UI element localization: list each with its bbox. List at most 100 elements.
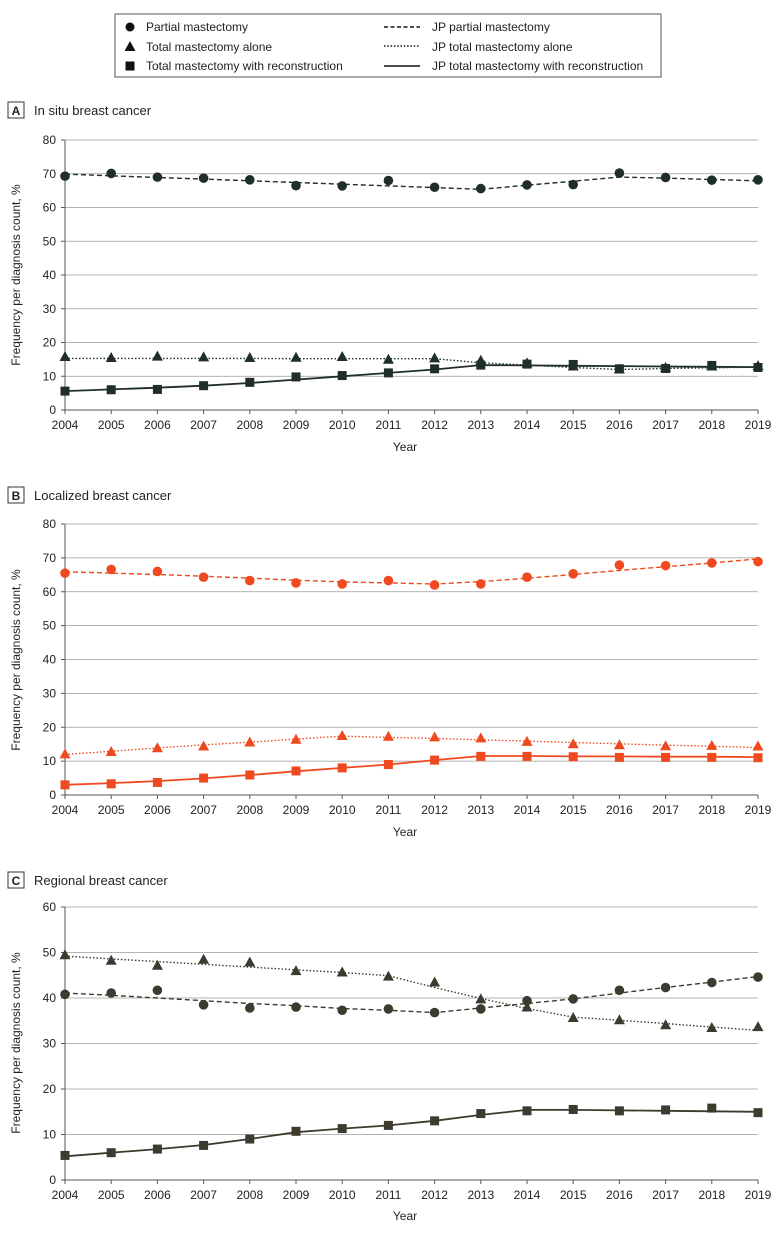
x-axis-label: Year bbox=[393, 1209, 417, 1223]
data-point-square bbox=[291, 766, 301, 776]
x-tick-label: 2014 bbox=[514, 1188, 541, 1202]
data-point-circle bbox=[106, 988, 116, 998]
data-point-circle bbox=[660, 172, 671, 183]
x-tick-label: 2017 bbox=[652, 418, 679, 432]
x-tick-label: 2018 bbox=[698, 803, 725, 817]
data-point-circle bbox=[291, 1002, 301, 1012]
data-point-square bbox=[291, 1126, 301, 1136]
x-tick-label: 2015 bbox=[560, 418, 587, 432]
x-tick-label: 2004 bbox=[52, 1188, 79, 1202]
data-point-triangle bbox=[382, 970, 394, 981]
data-point-square bbox=[753, 753, 763, 763]
data-point-triangle bbox=[151, 350, 163, 361]
data-point-square bbox=[106, 1148, 116, 1158]
data-point-circle bbox=[198, 1000, 209, 1010]
jp-trend-line-circle bbox=[64, 975, 759, 1014]
data-point-circle bbox=[60, 171, 70, 181]
jp-trend-line-triangle bbox=[64, 955, 759, 1031]
y-tick-label: 80 bbox=[43, 517, 57, 531]
data-point-square bbox=[568, 359, 578, 369]
x-tick-label: 2008 bbox=[236, 418, 263, 432]
data-point-triangle bbox=[567, 1012, 579, 1023]
y-tick-label: 60 bbox=[43, 900, 57, 914]
panel-letter: C bbox=[12, 874, 21, 888]
jp-trend-line-triangle bbox=[65, 357, 759, 371]
data-point-square bbox=[60, 386, 70, 396]
legend-label: Total mastectomy with reconstruction bbox=[146, 59, 343, 73]
x-tick-label: 2012 bbox=[421, 803, 448, 817]
data-point-triangle bbox=[105, 352, 117, 363]
data-point-circle bbox=[245, 175, 255, 185]
legend-label: JP partial mastectomy bbox=[432, 20, 550, 34]
data-point-triangle bbox=[521, 1001, 533, 1012]
x-tick-label: 2004 bbox=[52, 803, 79, 817]
y-tick-label: 0 bbox=[49, 403, 56, 417]
y-tick-label: 40 bbox=[43, 268, 57, 282]
data-point-circle bbox=[522, 180, 532, 190]
data-point-square bbox=[522, 751, 532, 761]
x-tick-label: 2013 bbox=[467, 803, 494, 817]
x-tick-label: 2005 bbox=[98, 418, 125, 432]
triangle-marker-icon bbox=[124, 41, 136, 51]
data-point-circle bbox=[152, 172, 163, 182]
data-point-triangle bbox=[336, 730, 348, 741]
legend-item-jp-total-mastectomy-alone: JP total mastectomy alone bbox=[384, 40, 573, 54]
data-point-circle bbox=[568, 568, 578, 579]
data-point-triangle bbox=[105, 954, 117, 965]
jp-trend-line-square bbox=[64, 755, 759, 786]
x-tick-label: 2006 bbox=[144, 1188, 171, 1202]
data-point-circle bbox=[707, 175, 717, 185]
data-point-square bbox=[383, 368, 393, 378]
x-tick-label: 2009 bbox=[283, 418, 310, 432]
data-point-square bbox=[199, 773, 209, 783]
data-point-square bbox=[430, 364, 440, 374]
data-point-circle bbox=[152, 566, 163, 577]
data-point-triangle bbox=[475, 732, 487, 743]
data-point-square bbox=[60, 1150, 70, 1160]
panel-a: A In situ breast cancer Frequency per di… bbox=[7, 101, 772, 454]
data-point-circle bbox=[106, 564, 116, 575]
data-point-square bbox=[337, 371, 347, 381]
y-tick-label: 70 bbox=[43, 167, 57, 181]
data-point-square bbox=[245, 1134, 255, 1144]
data-point-triangle bbox=[613, 1014, 625, 1025]
data-point-circle bbox=[429, 580, 440, 590]
legend-item-jp-partial-mastectomy: JP partial mastectomy bbox=[384, 20, 550, 34]
legend-item-total-mastectomy-reconstruction: Total mastectomy with reconstruction bbox=[125, 59, 343, 73]
data-point-square bbox=[753, 362, 763, 372]
x-tick-label: 2018 bbox=[698, 418, 725, 432]
data-point-square bbox=[614, 752, 624, 762]
y-tick-label: 60 bbox=[43, 585, 57, 599]
data-point-square bbox=[568, 752, 578, 762]
y-tick-label: 60 bbox=[43, 201, 57, 215]
data-point-triangle bbox=[475, 993, 487, 1004]
data-point-square bbox=[337, 1124, 347, 1134]
data-point-square bbox=[199, 381, 209, 391]
data-point-triangle bbox=[59, 949, 71, 960]
data-point-square bbox=[568, 1104, 578, 1114]
data-point-square bbox=[152, 384, 162, 394]
data-point-circle bbox=[753, 972, 763, 982]
jp-trend-line-square bbox=[64, 364, 759, 392]
x-tick-label: 2008 bbox=[236, 803, 263, 817]
y-tick-label: 80 bbox=[43, 133, 57, 147]
data-point-circle bbox=[568, 179, 578, 190]
data-point-square bbox=[430, 755, 440, 765]
x-tick-label: 2007 bbox=[190, 418, 217, 432]
data-point-circle bbox=[753, 556, 763, 567]
data-point-square bbox=[707, 1103, 717, 1113]
data-point-circle bbox=[476, 1004, 486, 1014]
panel-b: B Localized breast cancer Frequency per … bbox=[7, 486, 772, 839]
data-point-triangle bbox=[290, 733, 302, 744]
data-point-circle bbox=[429, 1007, 440, 1018]
panel-letter-box bbox=[7, 486, 25, 504]
data-point-triangle bbox=[429, 352, 441, 363]
data-point-triangle bbox=[290, 965, 302, 976]
data-point-square bbox=[476, 751, 486, 761]
y-axis-label: Frequency per diagnosis count, % bbox=[9, 952, 23, 1134]
legend-item-partial-mastectomy: Partial mastectomy bbox=[125, 20, 248, 34]
data-point-square bbox=[522, 1106, 532, 1116]
y-tick-label: 0 bbox=[49, 1173, 56, 1187]
panel-letter: A bbox=[12, 104, 21, 118]
